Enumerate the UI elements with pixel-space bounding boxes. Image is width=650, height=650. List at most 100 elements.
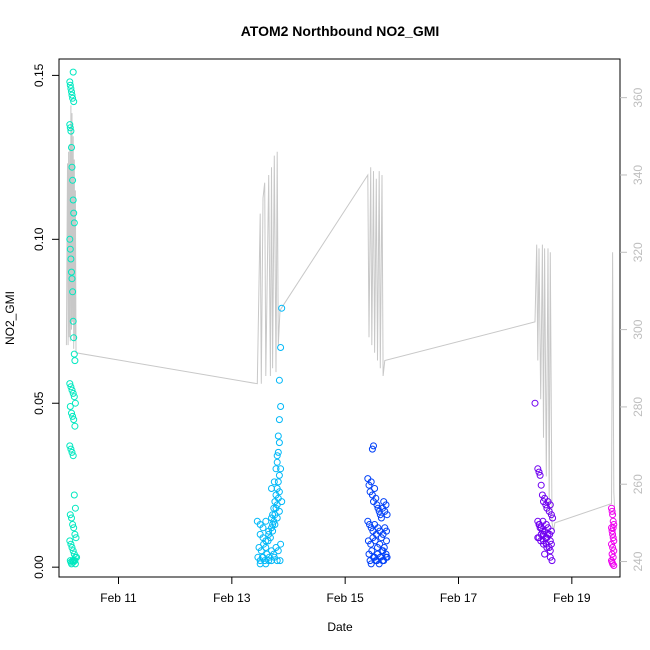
data-point — [261, 557, 269, 565]
data-point — [270, 550, 278, 558]
data-point — [70, 393, 78, 401]
data-point — [276, 557, 284, 565]
data-point — [547, 511, 555, 519]
data-point — [540, 530, 547, 538]
data-point — [549, 514, 557, 522]
y-tick-label: 0.00 — [32, 555, 46, 579]
data-point — [265, 557, 273, 565]
data-point — [382, 553, 390, 561]
data-point — [609, 534, 617, 542]
data-point — [69, 452, 77, 460]
data-point — [70, 350, 78, 358]
secondary-line-layer — [65, 105, 616, 531]
data-point — [66, 124, 74, 132]
data-point — [71, 399, 79, 407]
data-point — [377, 534, 385, 542]
x-tick-label: Feb 19 — [553, 591, 591, 605]
y-tick-label: 0.05 — [32, 391, 46, 415]
data-point — [69, 412, 77, 420]
data-point — [70, 98, 78, 106]
data-point — [69, 521, 77, 528]
data-point — [69, 176, 77, 184]
data-point — [609, 553, 617, 561]
y-tick-label: 0.10 — [32, 227, 46, 251]
data-point — [70, 209, 78, 217]
data-point — [68, 409, 75, 417]
data-point — [277, 465, 285, 473]
data-point — [383, 537, 390, 545]
data-point — [548, 557, 556, 565]
x-tick-label: Feb 15 — [326, 591, 364, 605]
data-point — [544, 530, 552, 538]
data-point — [68, 144, 75, 151]
data-point — [262, 517, 270, 525]
data-point — [262, 544, 270, 551]
data-point — [546, 553, 554, 561]
data-point — [368, 547, 376, 555]
data-point — [70, 524, 78, 532]
data-point — [277, 540, 285, 548]
data-point — [382, 550, 390, 558]
data-point — [66, 121, 74, 129]
data-point — [373, 501, 381, 509]
data-point — [67, 255, 75, 263]
data-point — [66, 511, 74, 519]
data-point — [275, 439, 283, 447]
data-point — [382, 501, 390, 509]
data-points-layer — [66, 68, 618, 569]
data-point — [367, 478, 375, 486]
data-point — [538, 527, 546, 535]
data-point — [275, 488, 283, 496]
y2-tick-label: 340 — [631, 165, 645, 185]
data-point — [536, 471, 544, 479]
data-point — [608, 527, 616, 535]
data-point — [608, 540, 615, 548]
data-point — [535, 468, 543, 476]
data-point — [259, 524, 267, 532]
data-point — [273, 458, 281, 466]
data-point — [67, 445, 75, 453]
data-point — [531, 399, 539, 407]
data-point — [66, 537, 74, 545]
data-point — [367, 560, 375, 568]
y2-tick-label: 260 — [631, 474, 645, 494]
data-point — [608, 558, 616, 566]
data-point — [609, 544, 617, 551]
data-point — [277, 344, 285, 351]
data-point — [71, 530, 79, 538]
data-point — [70, 416, 78, 424]
data-point — [69, 68, 77, 76]
data-point — [273, 514, 281, 522]
y-axis-right: 240 260 280 300 320 340 360 — [620, 87, 645, 572]
data-point — [269, 521, 277, 528]
data-point — [272, 465, 280, 473]
data-point — [609, 530, 617, 538]
data-point — [270, 478, 278, 486]
data-point — [70, 334, 78, 342]
data-point — [534, 465, 542, 473]
data-point — [72, 534, 80, 542]
x-axis-label: Date — [327, 620, 353, 634]
data-point — [71, 560, 79, 568]
data-point — [609, 511, 617, 519]
data-point — [68, 386, 76, 394]
data-point — [68, 91, 76, 99]
data-point — [66, 245, 74, 253]
data-point — [541, 550, 549, 558]
data-point — [66, 81, 74, 89]
data-point — [66, 442, 74, 450]
secondary-line — [65, 105, 616, 531]
data-point — [366, 521, 373, 528]
data-point — [273, 501, 281, 509]
data-point — [69, 288, 77, 296]
data-point — [371, 485, 379, 492]
data-point — [374, 504, 382, 512]
data-point — [69, 389, 77, 397]
data-point — [69, 196, 77, 204]
data-point — [274, 432, 282, 440]
x-axis: Feb 11 Feb 13 Feb 15 Feb 17 Feb 19 — [100, 577, 591, 605]
data-point — [368, 445, 376, 453]
data-point — [376, 511, 384, 519]
data-point — [66, 235, 74, 243]
y-tick-label: 0.15 — [32, 63, 46, 87]
